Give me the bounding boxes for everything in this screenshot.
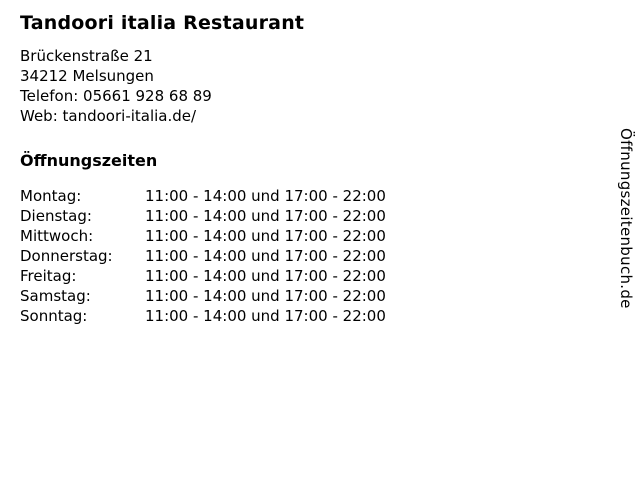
day-label: Freitag:	[20, 267, 77, 285]
hours-value: 11:00 - 14:00 und 17:00 - 22:00	[145, 287, 386, 305]
day-label: Donnerstag:	[20, 247, 113, 265]
opening-hours-row: Sonntag: 11:00 - 14:00 und 17:00 - 22:00	[20, 306, 600, 326]
day-label: Dienstag:	[20, 207, 92, 225]
restaurant-title: Tandoori italia Restaurant	[20, 12, 305, 34]
hours-value: 11:00 - 14:00 und 17:00 - 22:00	[145, 187, 386, 205]
day-label: Mittwoch:	[20, 227, 94, 245]
hours-value: 11:00 - 14:00 und 17:00 - 22:00	[145, 267, 386, 285]
hours-value: 11:00 - 14:00 und 17:00 - 22:00	[145, 207, 386, 225]
main-content: Tandoori italia Restaurant Brückenstraße…	[20, 12, 600, 326]
day-label: Samstag:	[20, 287, 91, 305]
address-street: Brückenstraße 21	[20, 47, 153, 65]
day-label: Sonntag:	[20, 307, 88, 325]
address-block: Brückenstraße 21 34212 Melsungen Telefon…	[20, 46, 600, 126]
watermark-oeffnungszeitenbuch: Öffnungszeitenbuch.de	[617, 128, 635, 309]
day-label: Montag:	[20, 187, 82, 205]
opening-hours-row: Samstag: 11:00 - 14:00 und 17:00 - 22:00	[20, 286, 600, 306]
web-line: Web: tandoori-italia.de/	[20, 107, 197, 125]
hours-value: 11:00 - 14:00 und 17:00 - 22:00	[145, 247, 386, 265]
opening-hours-row: Freitag: 11:00 - 14:00 und 17:00 - 22:00	[20, 266, 600, 286]
opening-hours-row: Donnerstag: 11:00 - 14:00 und 17:00 - 22…	[20, 246, 600, 266]
opening-hours-row: Dienstag: 11:00 - 14:00 und 17:00 - 22:0…	[20, 206, 600, 226]
opening-hours-row: Montag: 11:00 - 14:00 und 17:00 - 22:00	[20, 186, 600, 206]
phone-line: Telefon: 05661 928 68 89	[20, 87, 212, 105]
opening-hours-table: Montag: 11:00 - 14:00 und 17:00 - 22:00 …	[20, 186, 600, 326]
hours-value: 11:00 - 14:00 und 17:00 - 22:00	[145, 307, 386, 325]
hours-value: 11:00 - 14:00 und 17:00 - 22:00	[145, 227, 386, 245]
opening-hours-row: Mittwoch: 11:00 - 14:00 und 17:00 - 22:0…	[20, 226, 600, 246]
opening-hours-heading: Öffnungszeiten	[20, 151, 158, 170]
address-city: 34212 Melsungen	[20, 67, 154, 85]
